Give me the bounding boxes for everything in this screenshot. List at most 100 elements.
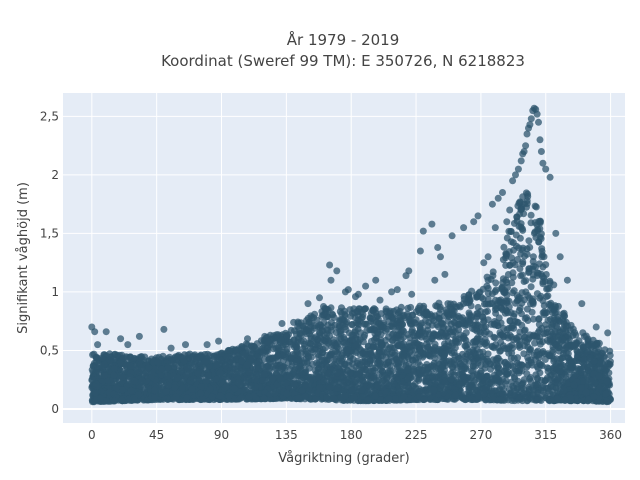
data-point: [537, 292, 545, 300]
data-point: [306, 375, 314, 383]
data-point: [322, 361, 330, 368]
data-point: [549, 332, 557, 340]
data-point: [231, 346, 239, 354]
data-point: [345, 346, 352, 354]
data-point: [382, 305, 390, 313]
data-point: [465, 291, 473, 299]
data-point: [119, 354, 127, 362]
data-point: [314, 336, 322, 344]
data-point: [487, 360, 494, 368]
data-point: [363, 361, 371, 368]
data-point: [489, 268, 497, 276]
data-point: [166, 353, 173, 361]
data-point: [385, 395, 393, 403]
data-point: [118, 373, 126, 381]
data-point: [529, 295, 537, 303]
data-point: [324, 369, 332, 377]
data-point: [339, 381, 347, 389]
data-point: [499, 306, 507, 314]
data-point: [259, 349, 267, 357]
data-point: [316, 384, 324, 392]
data-point: [482, 300, 490, 308]
data-point: [481, 377, 489, 385]
data-point: [367, 317, 375, 325]
data-point: [523, 250, 531, 258]
data-point: [370, 373, 378, 381]
data-point: [441, 378, 449, 386]
data-point: [521, 333, 529, 341]
data-point: [498, 383, 506, 390]
data-point: [556, 328, 564, 336]
data-point: [567, 394, 574, 402]
data-point: [488, 380, 496, 388]
data-point: [421, 390, 429, 398]
data-point: [377, 396, 385, 404]
data-point: [461, 342, 469, 350]
data-point: [418, 319, 426, 327]
data-point: [315, 373, 323, 381]
data-point: [127, 387, 135, 395]
data-point: [525, 237, 533, 245]
data-point: [372, 352, 380, 360]
data-point: [543, 328, 551, 336]
data-point: [304, 314, 312, 322]
data-point: [500, 243, 508, 251]
data-point: [354, 357, 362, 365]
data-point: [534, 269, 542, 277]
data-point: [507, 228, 515, 235]
data-point: [509, 344, 517, 352]
data-point: [584, 348, 592, 356]
data-point: [197, 383, 205, 391]
data-point: [202, 378, 210, 386]
data-point: [291, 327, 298, 335]
data-point: [535, 315, 543, 323]
data-point: [488, 290, 496, 298]
data-point: [549, 349, 557, 357]
data-point: [508, 279, 516, 287]
data-point: [407, 303, 415, 311]
data-point: [534, 227, 542, 235]
data-point: [561, 344, 569, 352]
data-point: [441, 370, 448, 378]
chart-title-line-1: År 1979 - 2019: [287, 30, 400, 49]
data-point: [386, 350, 394, 358]
data-point: [100, 360, 108, 368]
data-point: [606, 358, 614, 366]
data-point: [482, 342, 490, 349]
data-point: [588, 377, 595, 385]
data-point: [567, 366, 575, 374]
data-point: [303, 359, 311, 367]
data-point: [187, 359, 195, 367]
data-point: [449, 364, 457, 372]
data-point: [466, 383, 474, 391]
data-point: [179, 384, 186, 392]
data-point: [391, 349, 399, 357]
data-point: [339, 355, 346, 363]
data-point: [518, 271, 526, 279]
data-point: [406, 348, 414, 356]
data-point: [514, 367, 522, 375]
data-point: [530, 315, 537, 323]
data-point: [544, 284, 552, 292]
data-point: [212, 375, 220, 383]
data-point: [524, 193, 532, 201]
data-point: [527, 283, 535, 291]
data-point: [560, 312, 568, 320]
data-point: [340, 307, 348, 315]
data-point: [527, 374, 534, 381]
data-point: [301, 392, 309, 400]
data-point: [423, 340, 431, 348]
data-point: [450, 318, 458, 326]
data-point: [516, 198, 524, 206]
data-point: [477, 372, 485, 380]
data-point: [428, 335, 436, 343]
data-point: [217, 357, 225, 365]
data-point: [371, 392, 379, 400]
data-point: [341, 339, 349, 347]
data-point: [389, 386, 397, 394]
data-point: [311, 310, 319, 318]
data-point: [182, 371, 190, 379]
data-point: [559, 361, 567, 369]
data-point: [531, 339, 539, 347]
data-point: [362, 305, 370, 313]
